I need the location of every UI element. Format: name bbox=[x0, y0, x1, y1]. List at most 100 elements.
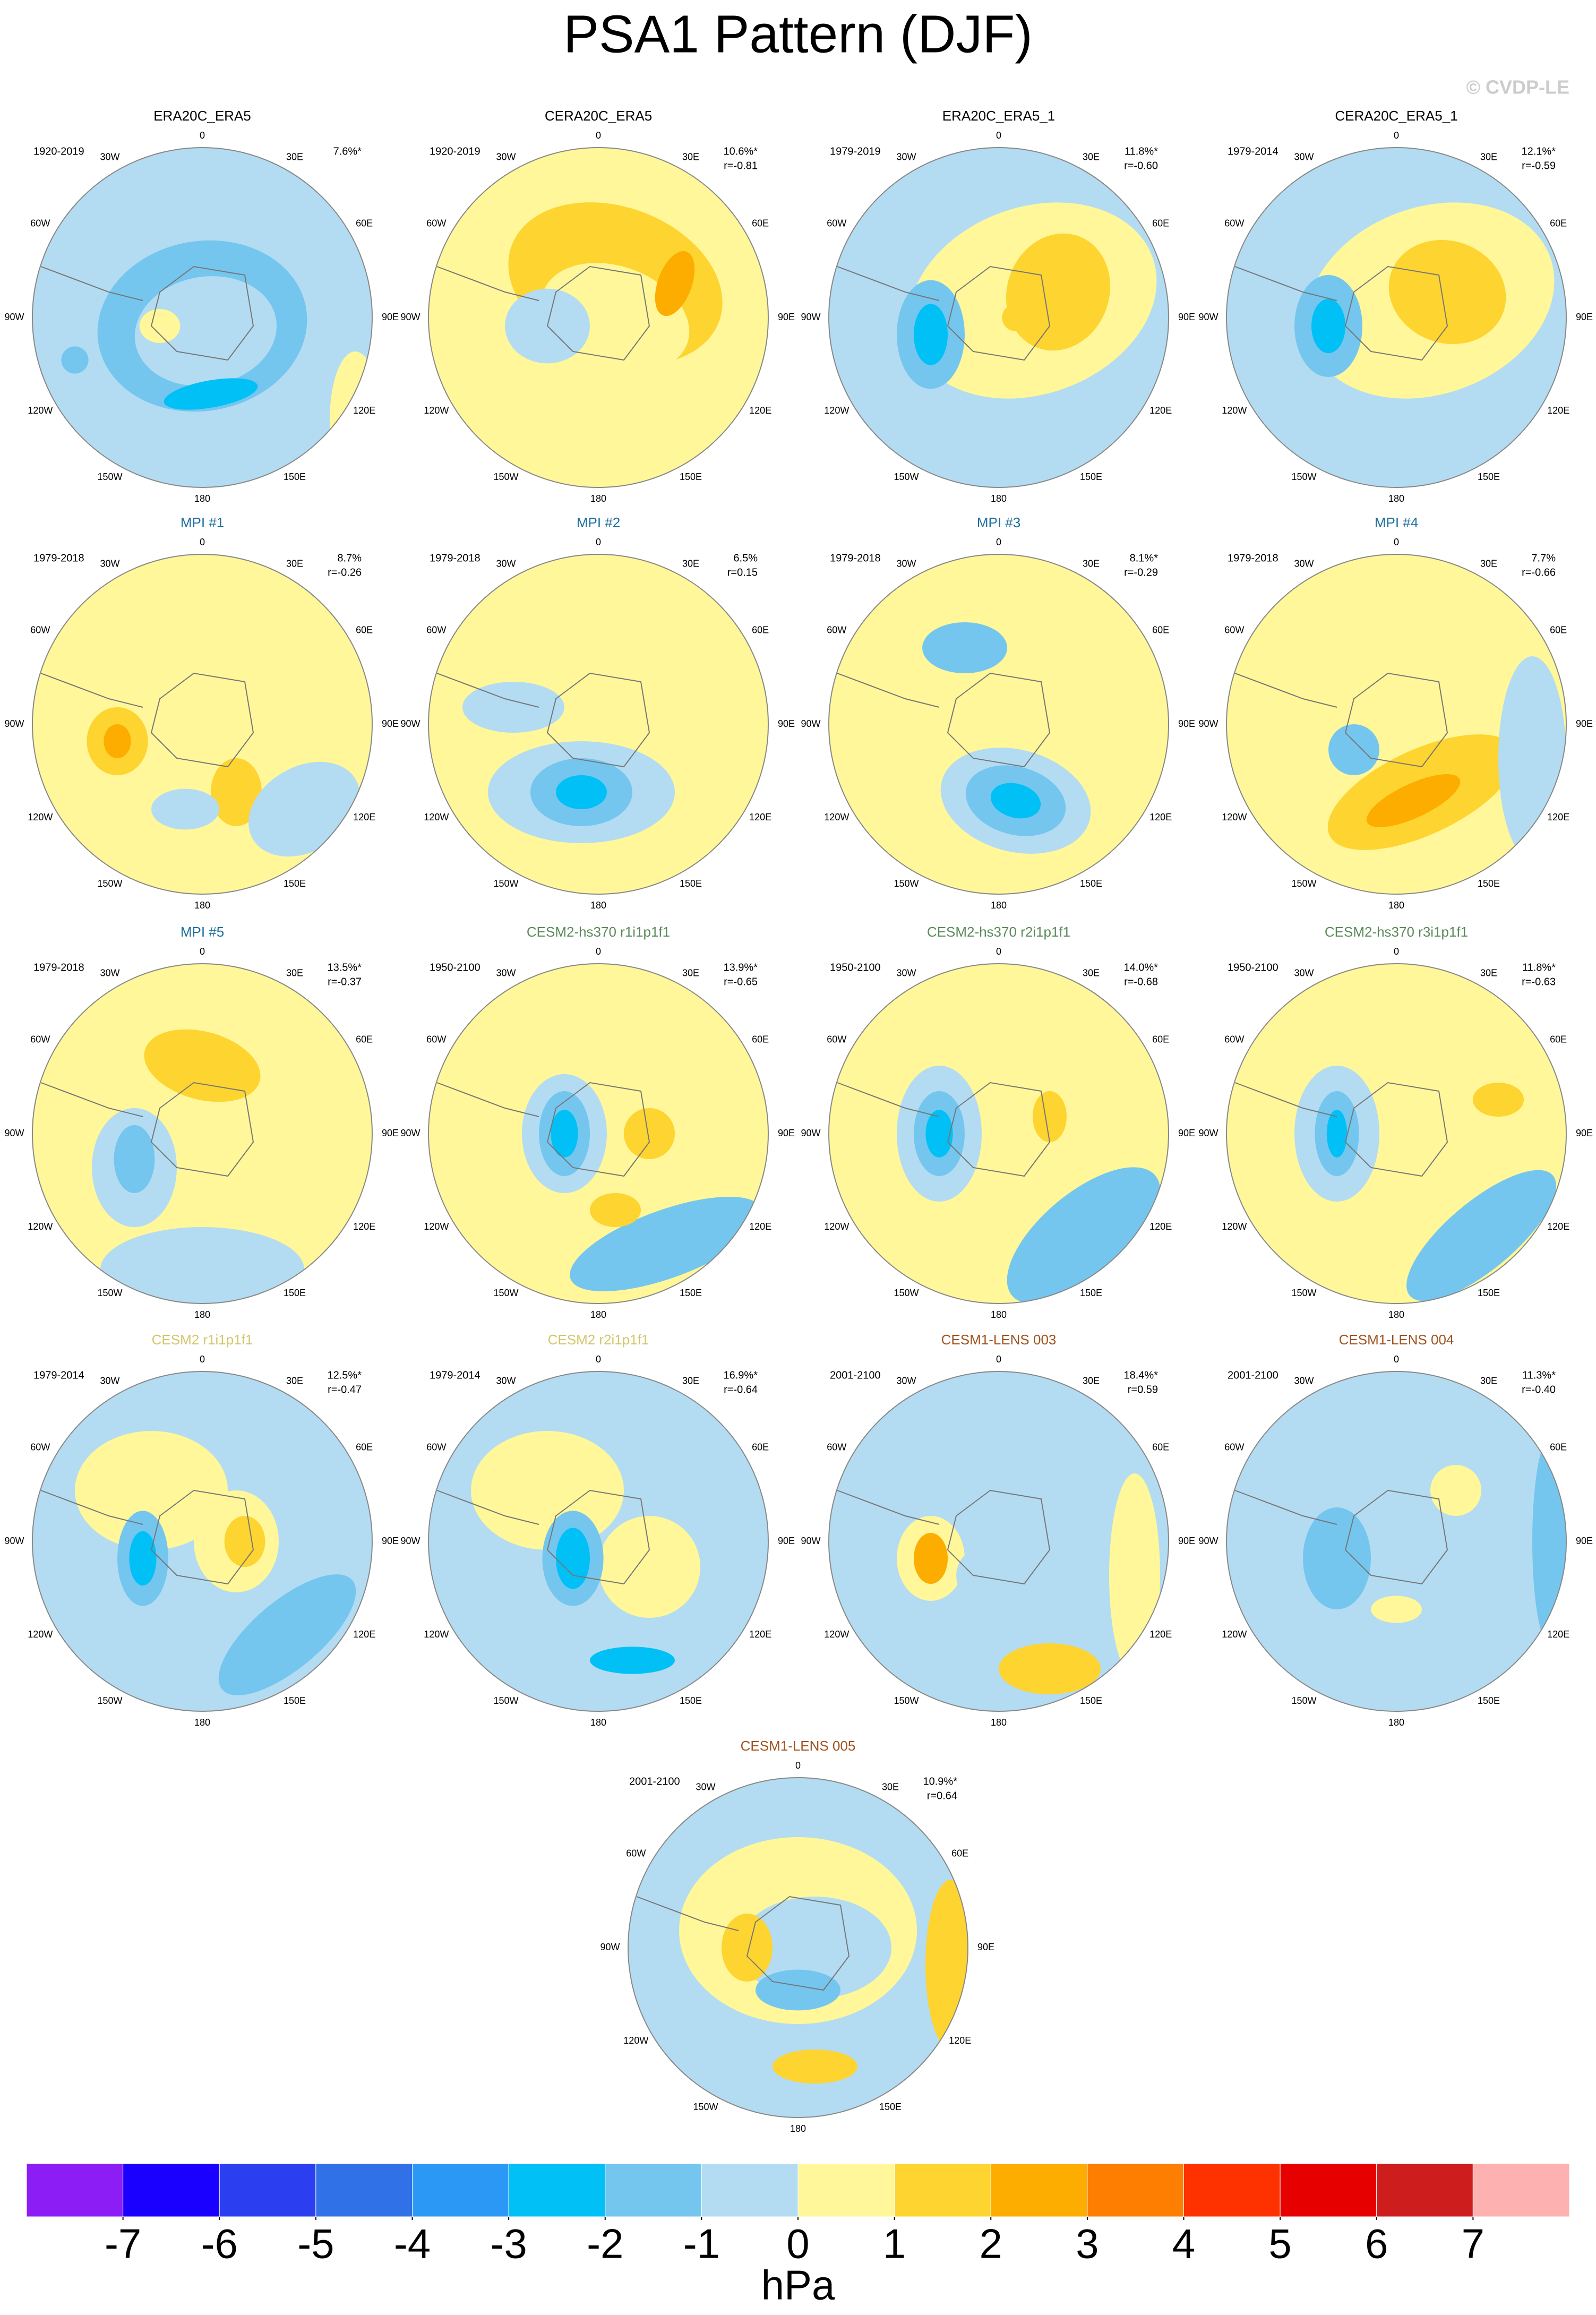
longitude-label: 180 bbox=[991, 493, 1007, 504]
longitude-label: 90E bbox=[382, 1536, 399, 1546]
map-border bbox=[828, 147, 1169, 488]
longitude-label: 120E bbox=[1547, 812, 1569, 822]
longitude-label: 150W bbox=[894, 1288, 919, 1298]
colorbar-tick-label: 5 bbox=[1268, 2220, 1291, 2267]
correlation-label: r=-0.63 bbox=[1522, 976, 1556, 988]
longitude-label: 60W bbox=[1224, 218, 1244, 229]
longitude-label: 30E bbox=[286, 151, 303, 162]
longitude-label: 60E bbox=[951, 1848, 968, 1859]
longitude-label: 90W bbox=[400, 718, 420, 729]
map-panel bbox=[1226, 148, 1566, 487]
longitude-label: 60E bbox=[1152, 1034, 1169, 1045]
map-border bbox=[428, 1371, 769, 1712]
pattern-region bbox=[914, 1533, 948, 1584]
longitude-label: 150E bbox=[1080, 1695, 1102, 1706]
correlation-label: r=0.15 bbox=[727, 567, 758, 578]
panel-title: CESM2 r2i1p1f1 bbox=[548, 1332, 649, 1348]
longitude-label: 90W bbox=[1198, 718, 1218, 729]
colorbar-tick-label: -2 bbox=[587, 2220, 623, 2267]
longitude-label: 120W bbox=[824, 405, 849, 416]
colorbar-box bbox=[1376, 2163, 1473, 2217]
longitude-label: 120E bbox=[1149, 1629, 1172, 1640]
longitude-label: 150W bbox=[894, 471, 919, 482]
period-label: 2001-2100 bbox=[1228, 1369, 1278, 1381]
period-label: 1979-2018 bbox=[33, 962, 84, 973]
longitude-label: 30E bbox=[1480, 1375, 1497, 1386]
longitude-label: 0 bbox=[200, 537, 205, 547]
pattern-region bbox=[104, 724, 131, 758]
longitude-label: 150W bbox=[97, 471, 122, 482]
pattern-region bbox=[1109, 1473, 1160, 1677]
longitude-label: 150E bbox=[879, 2102, 902, 2112]
colorbar-tick-label: -5 bbox=[297, 2220, 334, 2267]
pattern-region bbox=[164, 378, 258, 410]
pattern-region bbox=[462, 682, 564, 733]
correlation-label: r=-0.81 bbox=[724, 160, 758, 172]
pattern-region bbox=[144, 1029, 261, 1102]
longitude-label: 90W bbox=[400, 312, 420, 322]
longitude-label: 120E bbox=[749, 405, 771, 416]
colorbar-box bbox=[123, 2163, 220, 2217]
coastline bbox=[837, 1082, 1051, 1177]
longitude-label: 0 bbox=[1394, 537, 1399, 547]
pattern-region bbox=[1303, 1507, 1371, 1609]
correlation-label: r=-0.66 bbox=[1522, 567, 1556, 578]
period-label: 1979-2018 bbox=[1228, 552, 1278, 564]
pattern-region bbox=[773, 2050, 857, 2084]
pattern-region bbox=[999, 1643, 1101, 1694]
longitude-label: 150W bbox=[1291, 1288, 1316, 1298]
variance-label: 14.0%* bbox=[1124, 962, 1159, 973]
map-border bbox=[428, 554, 769, 895]
longitude-label: 120E bbox=[749, 812, 771, 822]
longitude-label: 150E bbox=[284, 1695, 306, 1706]
longitude-label: 90W bbox=[4, 1128, 24, 1138]
longitude-label: 60W bbox=[1224, 625, 1244, 636]
pattern-region bbox=[1406, 1170, 1556, 1301]
longitude-label: 60E bbox=[1550, 625, 1567, 636]
longitude-label: 120W bbox=[28, 1629, 53, 1640]
colorbar-tick-label: 1 bbox=[883, 2220, 906, 2267]
map-panel bbox=[32, 554, 372, 894]
longitude-label: 120W bbox=[1222, 1221, 1247, 1232]
longitude-label: 60E bbox=[752, 218, 769, 229]
correlation-label: r=-0.68 bbox=[1124, 976, 1158, 988]
longitude-label: 180 bbox=[590, 1309, 606, 1320]
coastline bbox=[436, 265, 650, 361]
pattern-region bbox=[1326, 1110, 1348, 1158]
longitude-label: 150W bbox=[493, 878, 518, 889]
variance-label: 8.7% bbox=[337, 552, 362, 564]
pattern-region bbox=[556, 775, 607, 809]
longitude-label: 120W bbox=[824, 1629, 849, 1640]
map-panel bbox=[428, 964, 768, 1304]
colorbar-box bbox=[412, 2163, 509, 2217]
longitude-label: 120E bbox=[1149, 1221, 1172, 1232]
colorbar-box bbox=[1280, 2163, 1377, 2217]
longitude-label: 30E bbox=[1083, 1375, 1100, 1386]
colorbar-box bbox=[26, 2163, 124, 2217]
correlation-label: r=-0.37 bbox=[328, 976, 362, 988]
longitude-label: 90E bbox=[1576, 718, 1593, 729]
longitude-label: 90E bbox=[778, 1536, 795, 1546]
longitude-label: 30W bbox=[696, 1781, 715, 1792]
longitude-label: 180 bbox=[590, 1717, 606, 1728]
map-border bbox=[1226, 1371, 1567, 1712]
longitude-label: 120W bbox=[424, 1221, 449, 1232]
pattern-region bbox=[248, 761, 360, 857]
longitude-label: 30W bbox=[496, 967, 516, 978]
longitude-label: 30W bbox=[896, 1375, 916, 1386]
longitude-label: 180 bbox=[590, 900, 606, 911]
map-border bbox=[1226, 147, 1567, 488]
longitude-label: 60E bbox=[752, 1442, 769, 1453]
longitude-label: 90E bbox=[1178, 1536, 1195, 1546]
longitude-label: 30W bbox=[496, 558, 516, 569]
longitude-label: 120W bbox=[623, 2035, 648, 2046]
map-panel bbox=[428, 554, 768, 894]
longitude-label: 0 bbox=[1394, 946, 1399, 957]
pattern-region bbox=[129, 1531, 157, 1586]
longitude-label: 150E bbox=[1478, 471, 1500, 482]
longitude-label: 30W bbox=[100, 1375, 119, 1386]
pattern-region bbox=[211, 758, 262, 826]
longitude-label: 180 bbox=[1388, 1717, 1404, 1728]
longitude-label: 60E bbox=[752, 625, 769, 636]
longitude-label: 150E bbox=[284, 878, 306, 889]
